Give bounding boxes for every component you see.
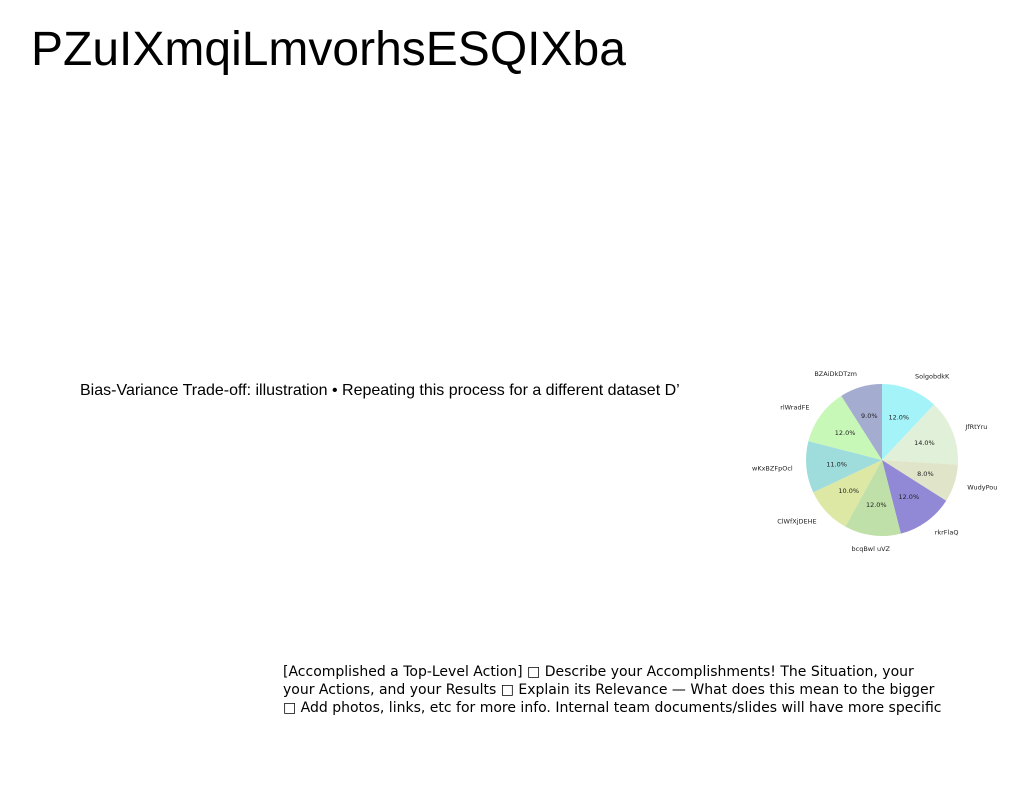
body-line-2: your Actions, and your Results □ Explain…: [283, 681, 1003, 699]
body-line-1: [Accomplished a Top-Level Action] □ Desc…: [283, 663, 1003, 681]
pie-percent-label: 8.0%: [917, 470, 934, 478]
pie-percent-label: 12.0%: [898, 493, 919, 501]
pie-percent-label: 9.0%: [861, 412, 878, 420]
pie-percent-label: 12.0%: [835, 429, 856, 437]
pie-category-label: ClWfXjDEHE: [777, 517, 816, 525]
pie-category-label: BZAiDkDTzm: [814, 370, 857, 378]
slide-subtitle: Bias-Variance Trade-off: illustration • …: [80, 381, 680, 401]
body-text: [Accomplished a Top-Level Action] □ Desc…: [283, 663, 1003, 717]
pie-category-label: rkrFlaQ: [935, 529, 959, 537]
pie-percent-label: 12.0%: [866, 501, 887, 509]
pie-category-label: JfRtYru: [964, 423, 987, 431]
slide-title: PZuIXmqiLmvorhsESQIXba: [31, 22, 626, 78]
pie-percent-label: 11.0%: [826, 460, 847, 468]
pie-category-label: wKxBZFpOcl: [752, 464, 793, 472]
body-line-3: □ Add photos, links, etc for more info. …: [283, 699, 1003, 717]
pie-category-label: rlWradFE: [780, 403, 809, 411]
pie-category-label: bcqBwl uVZ: [852, 545, 891, 553]
pie-chart: 12.0% 14.0% 8.0% 12.0% 12.0% 10.0% 11.0% 12.0% 9…: [740, 352, 1010, 574]
pie-category-label: WudyPou: [967, 484, 997, 492]
pie-category-label: SolgobdkK: [915, 373, 950, 381]
pie-percent-label: 12.0%: [888, 414, 909, 422]
pie-percent-label: 14.0%: [914, 439, 935, 447]
pie-percent-label: 10.0%: [838, 487, 859, 495]
